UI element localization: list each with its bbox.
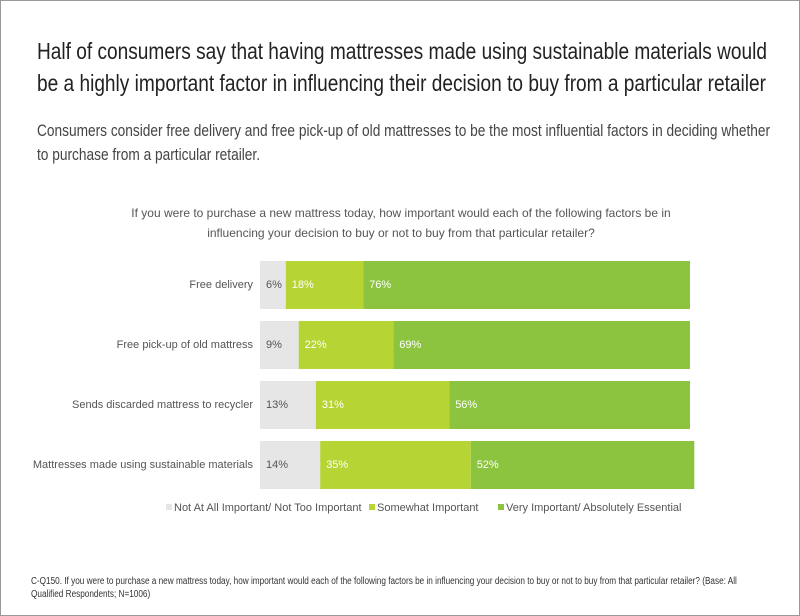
- legend-label: Somewhat Important: [377, 502, 479, 514]
- value-label: 22%: [305, 339, 327, 351]
- value-label: 56%: [455, 399, 477, 411]
- category-label: Sends discarded mattress to recycler: [72, 399, 253, 411]
- bar-segment: [393, 321, 690, 369]
- value-label: 13%: [266, 399, 288, 411]
- legend-swatch: [166, 504, 172, 510]
- value-label: 18%: [292, 279, 314, 291]
- bar-segment: [449, 381, 690, 429]
- bar-segment: [285, 261, 364, 309]
- bar-segment: [260, 321, 299, 369]
- legend-label: Very Important/ Absolutely Essential: [506, 502, 681, 514]
- legend-swatch: [369, 504, 375, 510]
- bar-segment: [260, 441, 321, 489]
- bar-segment: [298, 321, 394, 369]
- bar-segment: [260, 381, 316, 429]
- bar-segment: [260, 261, 286, 309]
- value-label: 69%: [399, 339, 421, 351]
- bar-segment: [470, 441, 695, 489]
- bar-segment: [320, 441, 471, 489]
- value-label: 6%: [266, 279, 282, 291]
- value-label: 52%: [477, 459, 499, 471]
- legend-swatch: [498, 504, 504, 510]
- value-label: 14%: [266, 459, 288, 471]
- value-label: 9%: [266, 339, 282, 351]
- footnote: C-Q150. If you were to purchase a new ma…: [31, 576, 737, 600]
- category-label: Mattresses made using sustainable materi…: [33, 459, 254, 471]
- chart-question: If you were to purchase a new mattress t…: [131, 206, 671, 240]
- category-label: Free delivery: [189, 279, 253, 291]
- slide-title: Half of consumers say that having mattre…: [37, 38, 768, 96]
- slide-subtitle: Consumers consider free delivery and fre…: [37, 122, 771, 164]
- value-label: 76%: [369, 279, 391, 291]
- value-label: 35%: [326, 459, 348, 471]
- bar-segment: [363, 261, 690, 309]
- bar-segment: [315, 381, 450, 429]
- category-label: Free pick-up of old mattress: [117, 339, 254, 351]
- value-label: 31%: [322, 399, 344, 411]
- legend-label: Not At All Important/ Not Too Important: [174, 502, 362, 514]
